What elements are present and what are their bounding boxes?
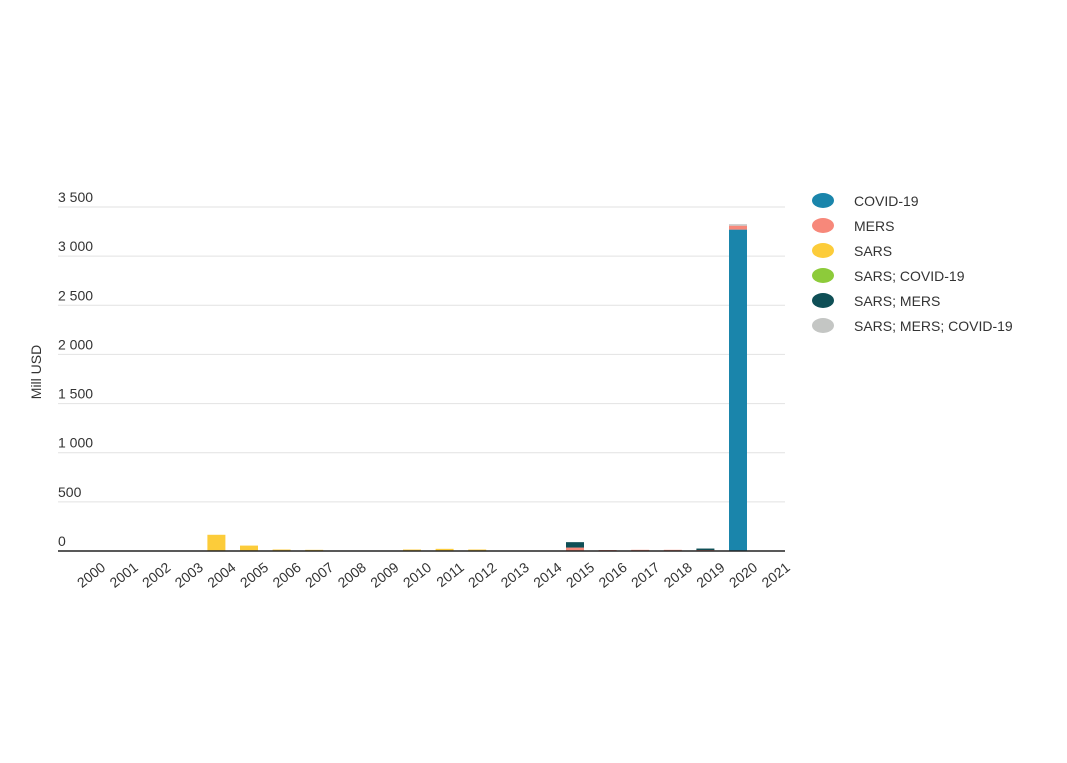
bar-2019-sars-mers (696, 548, 715, 551)
y-tick-label: 2 000 (58, 336, 93, 352)
y-tick-label: 3 500 (58, 189, 93, 205)
y-tick-label: 2 500 (58, 287, 93, 303)
legend: COVID-19 MERS SARS SARS; COVID-19 SARS; MERS… (812, 188, 1013, 338)
legend-item: SARS; MERS; COVID-19 (812, 313, 1013, 338)
x-tick-label: 2007 (302, 559, 337, 591)
y-axis-ticks: 0 500 1 000 1 500 2 000 2 500 3 000 3 500 (58, 189, 93, 549)
gridlines (58, 206, 785, 503)
bar-2020-sars-mers-covid-19 (729, 224, 747, 226)
y-tick-label: 500 (58, 484, 82, 500)
x-tick-label: 2012 (465, 559, 500, 591)
x-tick-label: 2020 (726, 559, 761, 591)
legend-item: SARS (812, 238, 1013, 263)
bars (207, 224, 747, 552)
x-tick-label: 2002 (139, 559, 174, 591)
x-tick-label: 2001 (106, 559, 141, 591)
x-tick-label: 2000 (74, 559, 109, 591)
legend-item: MERS (812, 213, 1013, 238)
x-tick-label: 2013 (498, 559, 533, 591)
x-tick-label: 2008 (335, 559, 370, 591)
bar-2005-sars (240, 545, 258, 551)
legend-swatch-icon (812, 318, 834, 333)
y-tick-label: 3 000 (58, 238, 93, 254)
y-tick-label: 1 000 (58, 435, 93, 451)
legend-label: COVID-19 (854, 192, 919, 209)
legend-swatch-icon (812, 268, 834, 283)
x-tick-label: 2003 (172, 559, 207, 591)
x-tick-label: 2015 (563, 559, 598, 591)
x-tick-label: 2010 (400, 559, 435, 591)
legend-label: SARS; COVID-19 (854, 267, 965, 284)
legend-label: SARS; MERS; COVID-19 (854, 317, 1013, 334)
legend-label: SARS; MERS (854, 292, 941, 309)
legend-item: COVID-19 (812, 188, 1013, 213)
bar-2004-sars (207, 534, 226, 551)
y-axis-title: Mill USD (28, 345, 44, 399)
x-tick-label: 2011 (433, 559, 467, 590)
legend-item: SARS; COVID-19 (812, 263, 1013, 288)
x-tick-label: 2006 (269, 559, 304, 591)
x-tick-label: 2018 (661, 559, 696, 591)
legend-label: MERS (854, 217, 895, 234)
legend-swatch-icon (812, 218, 834, 233)
x-tick-label: 2009 (367, 559, 402, 591)
x-tick-label: 2005 (237, 559, 272, 591)
x-tick-label: 2021 (758, 559, 793, 591)
legend-swatch-icon (812, 243, 834, 258)
bar-2020-covid-19 (729, 229, 747, 551)
x-axis-ticks: 2000200120022003200420052006200720082009… (74, 559, 793, 591)
legend-swatch-icon (812, 293, 834, 308)
legend-item: SARS; MERS (812, 288, 1013, 313)
x-tick-label: 2014 (530, 559, 565, 591)
x-tick-label: 2004 (204, 559, 239, 591)
y-tick-label: 1 500 (58, 386, 93, 402)
legend-swatch-icon (812, 193, 834, 208)
bar-2015-sars-mers (566, 542, 584, 548)
legend-label: SARS (854, 242, 893, 259)
y-tick-label: 0 (58, 533, 66, 549)
bar-2011-sars (435, 548, 454, 551)
bar-2020-mers (729, 225, 747, 230)
x-tick-label: 2017 (628, 559, 663, 591)
bar-2015-mers (566, 547, 584, 551)
x-tick-label: 2019 (693, 559, 728, 591)
x-tick-label: 2016 (595, 559, 630, 591)
